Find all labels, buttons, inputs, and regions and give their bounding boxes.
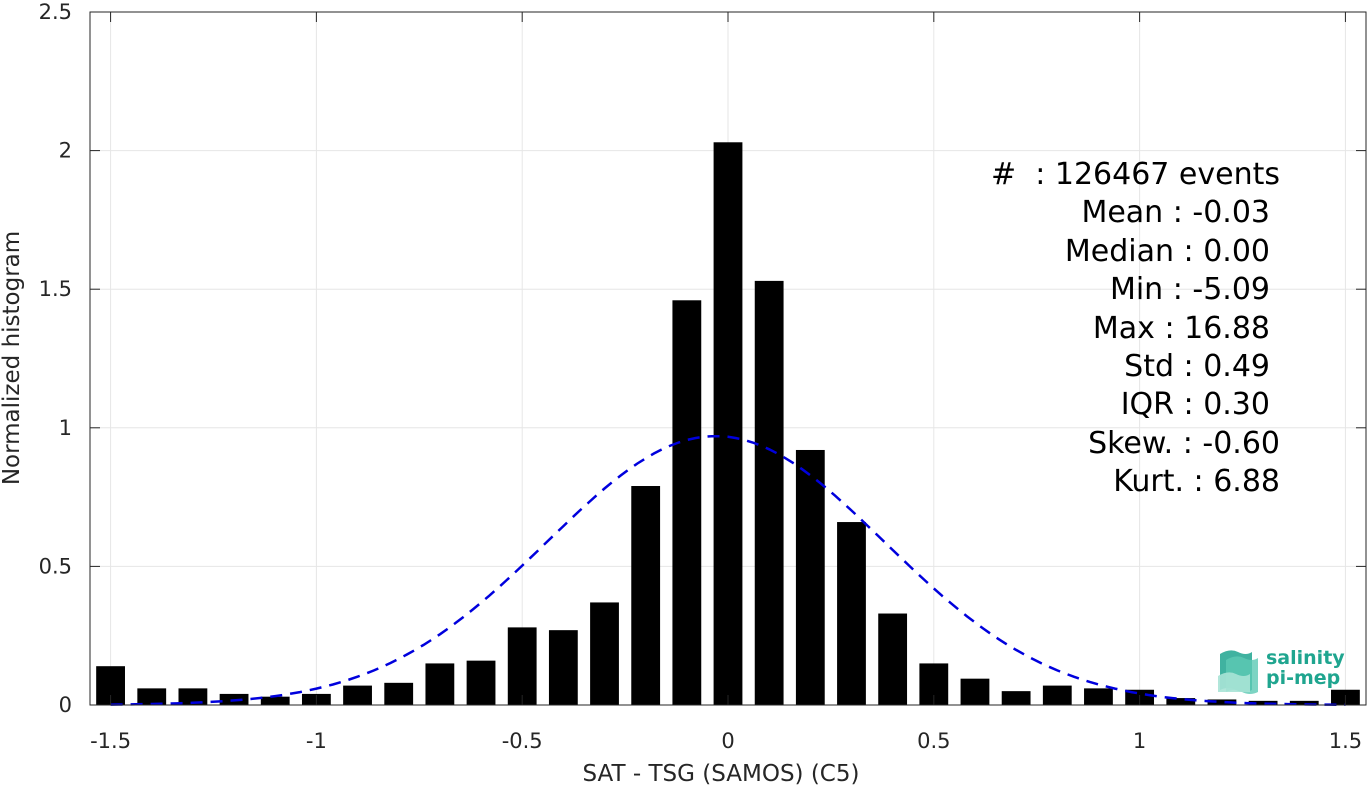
histogram-bar (384, 682, 414, 705)
histogram-bar (548, 630, 578, 705)
stat-mean: Mean : -0.03 (1081, 195, 1270, 231)
y-tick-label: 2.5 (39, 0, 72, 24)
logo-line-1: salinity (1266, 647, 1345, 669)
histogram-bar (837, 522, 866, 705)
y-tick-label: 2 (59, 139, 72, 163)
x-tick-label: 1 (1133, 729, 1146, 753)
histogram-bar (1042, 685, 1072, 705)
x-tick-label: -1.5 (90, 729, 131, 753)
histogram-bar (878, 613, 908, 705)
x-tick-label: -1 (306, 729, 327, 753)
stat-median: Median : 0.00 (1064, 233, 1270, 269)
stat-std: Std : 0.49 (1124, 349, 1270, 385)
histogram-bar (137, 688, 167, 705)
histogram-bar (1166, 698, 1196, 705)
statistics-panel: # : 126467 events Mean : -0.03 Median : … (940, 156, 1280, 502)
axis-ticks: -1.5 -1 -0.5 0 0.5 1 1.5 0 0.5 1 1.5 2 2.5 (39, 0, 1366, 753)
x-tick-label: 0 (721, 729, 734, 753)
stat-kurt: Kurt. : 6.88 (1113, 464, 1280, 500)
histogram-bar (795, 449, 825, 705)
y-axis-label: Normalized histogram (0, 231, 25, 485)
histogram-bar (754, 280, 784, 705)
histogram-bar (631, 486, 661, 705)
histogram-bar (713, 142, 743, 705)
x-tick-label: -0.5 (502, 729, 543, 753)
logo-line-2: pi-mep (1266, 667, 1341, 689)
salinity-pi-mep-logo: salinity pi-mep (1216, 646, 1346, 694)
x-tick-label: 1.5 (1329, 729, 1362, 753)
y-tick-label: 1 (59, 416, 72, 440)
histogram-bar (178, 688, 208, 705)
y-tick-label: 0.5 (39, 554, 72, 578)
histogram-bar (590, 602, 619, 705)
histogram-bar (1001, 691, 1031, 705)
stat-max: Max : 16.88 (1092, 310, 1270, 346)
x-tick-label: 0.5 (917, 729, 950, 753)
histogram-bar (260, 696, 290, 705)
stat-iqr: IQR : 0.30 (1120, 387, 1270, 423)
stat-min: Min : -5.09 (1109, 272, 1270, 308)
histogram-bar (672, 300, 702, 705)
stat-count: # : 126467 events (991, 157, 1280, 192)
y-tick-label: 0 (59, 693, 72, 717)
histogram-bar (1248, 700, 1278, 705)
histogram-bar (425, 663, 455, 705)
histogram-bar (507, 627, 537, 705)
histogram-bars (96, 142, 1360, 705)
histogram-bar (466, 660, 496, 705)
histogram-bar (343, 685, 372, 705)
wave-logo-icon (1218, 650, 1258, 694)
gaussian-fit-curve (110, 434, 1346, 706)
x-axis-label: SAT - TSG (SAMOS) (C5) (583, 761, 860, 785)
histogram-bar (1084, 688, 1113, 705)
stat-skew: Skew. : -0.60 (1088, 425, 1280, 461)
histogram-bar (1289, 700, 1319, 705)
y-tick-label: 1.5 (39, 277, 72, 301)
histogram-bar (1207, 699, 1237, 705)
histogram-bar (960, 678, 990, 705)
